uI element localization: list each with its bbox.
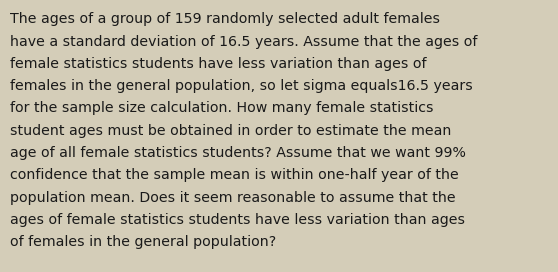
Text: confidence that the sample mean is within one-half year of the: confidence that the sample mean is withi… (10, 168, 459, 182)
Text: of females in the general population?: of females in the general population? (10, 235, 276, 249)
Text: population mean. Does it seem reasonable to assume that the: population mean. Does it seem reasonable… (10, 191, 456, 205)
Text: ages of female statistics students have less variation than ages: ages of female statistics students have … (10, 213, 465, 227)
Text: females in the general population, so let sigma equals16.5 years: females in the general population, so le… (10, 79, 473, 93)
Text: female statistics students have less variation than ages of: female statistics students have less var… (10, 57, 426, 71)
Text: have a standard deviation of 16.5 years. Assume that the ages of: have a standard deviation of 16.5 years.… (10, 35, 478, 48)
Text: age of all female statistics students? Assume that we want 99%: age of all female statistics students? A… (10, 146, 466, 160)
Text: for the sample size calculation. How many female statistics: for the sample size calculation. How man… (10, 101, 434, 115)
Text: student ages must be obtained in order to estimate the mean: student ages must be obtained in order t… (10, 124, 451, 138)
Text: The ages of a group of 159 randomly selected adult females: The ages of a group of 159 randomly sele… (10, 12, 440, 26)
